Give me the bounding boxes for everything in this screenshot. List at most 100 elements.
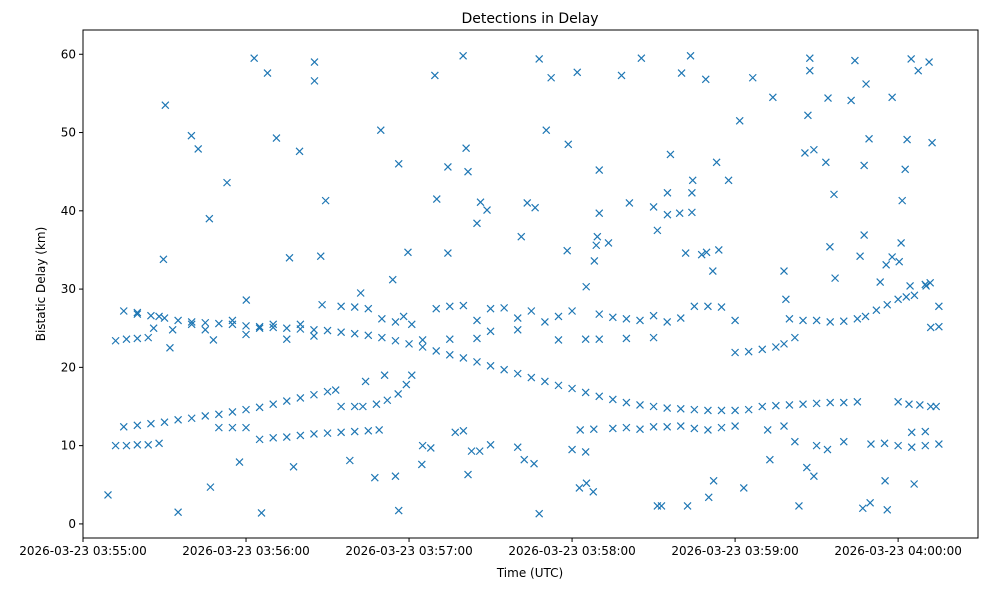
data-point	[350, 303, 359, 312]
data-point	[394, 506, 403, 515]
data-point	[391, 336, 400, 345]
data-point	[812, 316, 821, 325]
y-tick-label: 50	[61, 126, 76, 140]
data-point	[666, 150, 675, 159]
data-point	[883, 300, 892, 309]
data-point	[119, 307, 128, 315]
data-point	[608, 313, 617, 322]
data-point	[282, 433, 291, 441]
data-point	[159, 255, 168, 264]
data-point	[649, 333, 658, 342]
data-point	[860, 161, 869, 170]
data-point	[337, 302, 346, 311]
data-point	[675, 209, 684, 218]
data-point	[717, 406, 726, 415]
data-point	[748, 73, 757, 82]
data-point	[263, 69, 272, 77]
data-point	[595, 209, 604, 218]
data-point	[676, 404, 685, 413]
data-point	[214, 423, 223, 432]
data-point	[575, 483, 584, 492]
data-point	[473, 219, 481, 228]
data-point	[812, 441, 821, 450]
data-point	[451, 428, 460, 437]
data-point	[847, 96, 856, 105]
data-point	[823, 445, 832, 454]
data-point	[394, 390, 403, 398]
data-point	[803, 111, 812, 120]
data-point	[608, 424, 617, 433]
data-point	[926, 323, 935, 332]
data-point	[867, 440, 875, 448]
data-point	[617, 71, 626, 80]
y-axis-label: Bistatic Delay (km)	[34, 227, 48, 342]
data-point	[731, 316, 740, 325]
data-point	[568, 307, 576, 315]
data-point	[589, 425, 598, 434]
data-point	[880, 439, 889, 448]
data-point	[228, 316, 237, 325]
data-point	[122, 335, 131, 344]
data-point	[554, 336, 563, 344]
data-point	[902, 292, 911, 301]
y-tick-label: 0	[68, 517, 76, 531]
data-point	[255, 324, 264, 333]
data-point	[663, 422, 672, 431]
data-point	[296, 393, 305, 402]
data-point	[714, 246, 723, 254]
data-point	[906, 282, 914, 290]
data-point	[166, 343, 174, 352]
data-point	[388, 275, 397, 284]
data-point	[809, 145, 818, 154]
data-point	[622, 334, 631, 343]
data-point	[459, 51, 468, 60]
data-point	[391, 318, 400, 326]
data-point	[540, 318, 549, 326]
data-point	[295, 147, 304, 156]
data-point	[780, 339, 788, 348]
data-point	[735, 116, 744, 125]
data-point	[418, 343, 427, 351]
data-point	[155, 312, 164, 321]
data-point	[780, 267, 788, 276]
data-point	[595, 335, 604, 344]
data-point	[703, 302, 712, 311]
x-axis: 2026-03-23 03:55:00 2026-03-23 03:56:00 20…	[19, 538, 962, 558]
data-point	[547, 73, 556, 82]
data-point	[187, 131, 196, 140]
data-point	[174, 316, 183, 325]
data-point	[805, 66, 814, 75]
data-point	[228, 320, 237, 329]
data-point	[364, 426, 373, 435]
data-point	[407, 320, 416, 329]
data-point	[462, 144, 471, 153]
data-point	[310, 390, 318, 399]
x-axis-label: Time (UTC)	[496, 566, 563, 580]
y-tick-label: 30	[61, 282, 76, 296]
chart-title: Detections in Delay	[461, 11, 598, 27]
data-point	[866, 498, 875, 507]
data-point	[608, 395, 617, 404]
x-tick-label: 2026-03-23 03:58:00	[508, 544, 635, 558]
data-point	[825, 242, 834, 251]
data-point	[377, 333, 386, 342]
data-point	[595, 392, 604, 401]
y-tick-label: 10	[61, 439, 76, 453]
data-point	[285, 253, 294, 262]
y-tick-label: 40	[61, 204, 76, 218]
data-point	[242, 405, 250, 414]
data-point	[790, 333, 799, 342]
data-point	[690, 424, 699, 433]
data-point	[934, 302, 943, 311]
data-point	[622, 398, 631, 407]
data-point	[894, 295, 903, 304]
data-point	[214, 319, 223, 328]
data-point	[593, 232, 602, 241]
data-point	[812, 399, 821, 408]
data-point	[310, 58, 319, 67]
data-point	[688, 176, 697, 185]
data-point	[763, 426, 772, 434]
data-point	[174, 508, 183, 517]
data-point	[535, 55, 544, 63]
data-point	[383, 396, 392, 405]
